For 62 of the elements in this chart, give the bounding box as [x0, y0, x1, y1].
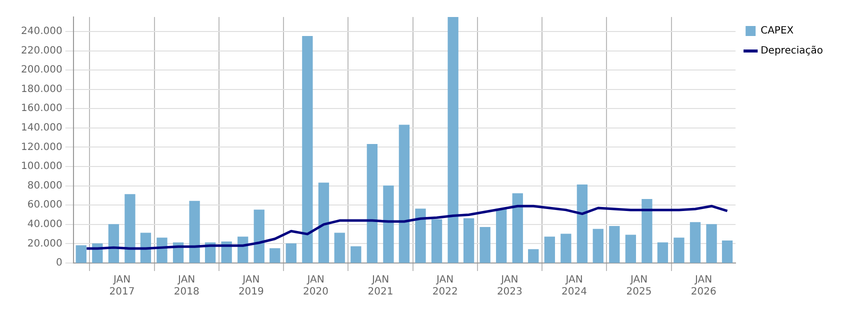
x-tick-label: JAN 2023 — [496, 274, 522, 298]
bar — [625, 234, 636, 263]
bar — [544, 236, 555, 263]
bar — [140, 232, 152, 263]
bar — [463, 218, 474, 263]
y-tick-label: 100.000 — [20, 161, 62, 172]
bar — [302, 36, 313, 263]
bar — [318, 182, 330, 263]
x-tick-label: JAN 2018 — [174, 274, 200, 298]
bar — [431, 219, 442, 263]
bar — [189, 200, 200, 263]
x-tick-label: JAN 2022 — [432, 274, 458, 298]
bar — [496, 208, 507, 263]
x-tick-label: JAN 2021 — [368, 274, 394, 298]
y-tick-label: 40.000 — [27, 219, 62, 230]
bar — [221, 241, 232, 263]
bar — [254, 210, 264, 263]
bar — [238, 236, 248, 263]
bar — [398, 124, 410, 263]
y-tick-label: 240.000 — [20, 26, 62, 38]
bar — [124, 194, 136, 263]
x-tick-label: JAN 2026 — [690, 274, 716, 298]
bar — [722, 240, 733, 263]
bar — [366, 144, 378, 263]
x-tick-label: JAN 2025 — [626, 274, 652, 298]
bar — [448, 17, 458, 263]
bar — [674, 238, 684, 263]
y-tick-label: 200.000 — [20, 64, 62, 76]
bar — [270, 248, 280, 263]
bar — [383, 185, 394, 263]
bar — [642, 199, 652, 263]
bar — [560, 234, 572, 263]
y-tick-label: 140.000 — [20, 122, 62, 134]
y-tick-label: 120.000 — [20, 142, 62, 153]
bar — [592, 228, 604, 263]
bar — [480, 226, 490, 263]
bar — [76, 245, 86, 263]
bar — [690, 222, 701, 263]
bar — [609, 226, 620, 263]
x-tick-label: JAN 2017 — [109, 274, 135, 298]
legend-label: Depreciação — [760, 46, 824, 57]
bar — [706, 224, 717, 263]
bar — [286, 243, 296, 263]
y-tick-label: 180.000 — [20, 84, 62, 95]
y-tick-label: 80.000 — [27, 180, 62, 192]
bar — [528, 249, 539, 263]
bar — [657, 242, 668, 263]
bar — [108, 224, 120, 263]
x-tick-label: JAN 2019 — [238, 274, 264, 298]
legend-label: CAPEX — [760, 26, 794, 37]
y-tick-label: 0 — [56, 258, 62, 269]
x-tick-label: JAN 2024 — [562, 274, 587, 298]
bar — [512, 193, 523, 263]
bar — [350, 246, 362, 263]
bar — [576, 184, 588, 263]
y-tick-label: 220.000 — [20, 45, 62, 56]
y-tick-label: 60.000 — [27, 200, 62, 211]
y-tick-label: 20.000 — [27, 238, 62, 250]
x-tick-label: JAN 2020 — [303, 274, 328, 298]
bar — [334, 232, 345, 263]
y-tick-label: 160.000 — [20, 103, 62, 114]
bar — [415, 208, 426, 263]
